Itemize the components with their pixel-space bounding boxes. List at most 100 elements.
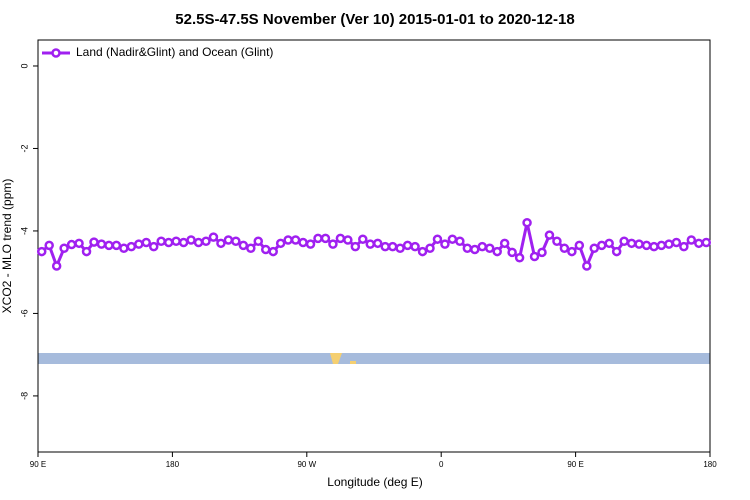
point [104,240,114,251]
point [178,237,189,248]
point [425,243,435,254]
point [634,239,644,249]
point [701,237,712,248]
point [283,235,293,245]
point [589,243,600,254]
point [626,238,637,249]
point [59,243,69,254]
point [387,241,398,252]
y-tick-label: 0 [19,63,29,68]
point [290,235,301,245]
point [171,236,181,247]
point [470,244,480,255]
point [477,241,488,252]
point [119,243,129,254]
point [223,235,234,245]
point [163,237,174,248]
y-tick-label: -4 [19,227,29,235]
point [604,238,614,249]
point [126,241,137,252]
point [537,247,547,258]
point [305,239,316,249]
surface-band [38,353,710,364]
point [186,235,196,245]
point [246,243,256,254]
point [694,238,704,249]
point [484,243,495,254]
point [671,237,682,248]
point [499,238,510,249]
point [656,240,667,251]
point [36,246,47,257]
x-tick-label: 90 E [30,460,46,469]
point [447,234,458,244]
point [492,246,502,257]
y-tick-label: -8 [19,392,29,400]
chart-title: 52.5S-47.5S November (Ver 10) 2015-01-01… [175,11,574,28]
point [328,239,338,249]
point [559,243,570,254]
point [313,233,323,244]
point [74,238,84,249]
point [343,235,353,245]
land-patch [350,361,356,364]
point [81,246,92,257]
point [268,246,278,257]
point [440,239,450,249]
legend-marker [51,48,61,58]
point [134,239,144,249]
point [522,217,532,228]
point [111,240,122,251]
x-tick-label: 90 E [567,460,583,469]
point [410,241,420,252]
point [350,241,361,252]
point [372,238,383,249]
point [275,238,286,249]
point [402,240,413,251]
x-tick-label: 180 [703,460,717,469]
point [66,239,77,250]
point [51,261,62,271]
point [231,236,241,247]
point [380,241,390,252]
point [156,236,166,247]
point [686,235,697,245]
point [216,238,226,249]
point [679,241,689,252]
point [582,261,592,271]
point [298,237,308,248]
point [89,237,99,247]
point [619,236,629,247]
point [417,246,428,257]
point [201,236,211,247]
point [544,230,555,240]
point [507,247,517,258]
point [567,246,577,257]
point [611,246,622,257]
point [253,236,264,247]
x-axis-title: Longitude (deg E) [327,475,422,489]
point [365,239,376,249]
y-axis-title: XCO2 - MLO trend (ppm) [0,179,14,314]
point [96,239,107,249]
point [664,239,674,249]
point [335,233,346,244]
plot-frame [37,39,711,453]
point [238,240,249,251]
point [574,240,585,251]
y-tick-label: -2 [19,144,29,152]
point [358,234,368,244]
point [649,241,659,252]
x-tick-label: 180 [166,460,180,469]
x-tick-label: 90 W [297,460,316,469]
point [455,236,465,247]
point [596,240,607,251]
point [432,234,443,244]
point [514,253,525,263]
point [148,241,159,252]
point [552,236,562,247]
point [641,240,652,251]
point [141,237,152,248]
point [193,237,204,248]
